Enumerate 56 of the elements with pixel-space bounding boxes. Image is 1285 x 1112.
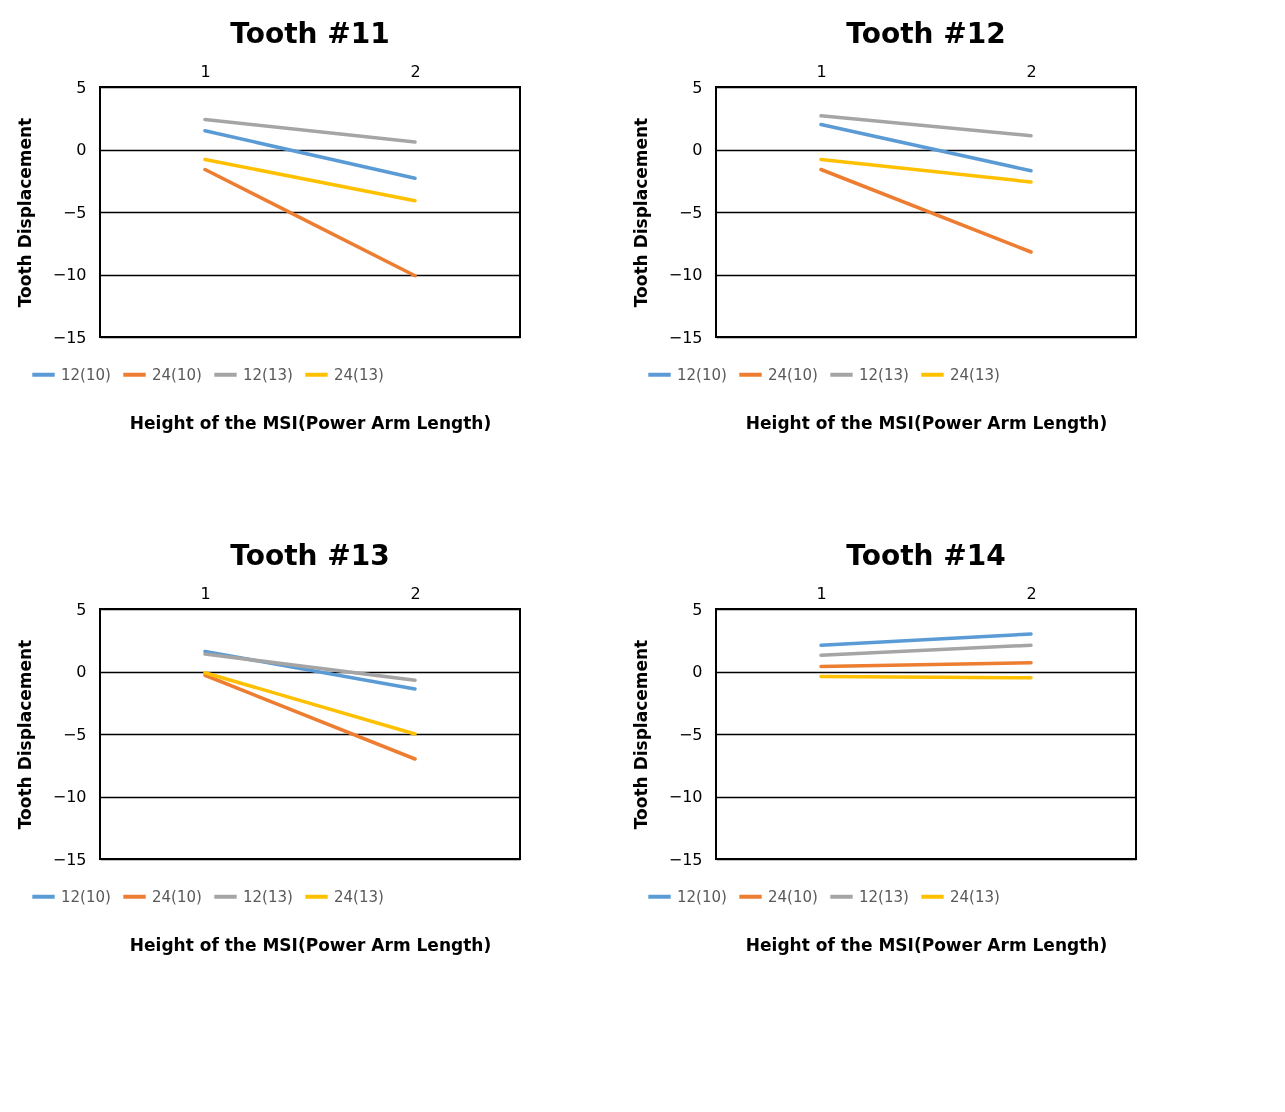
legend-label: 12(13)	[243, 887, 293, 906]
y-tick-label: 5	[76, 77, 87, 97]
legend-label: 12(13)	[859, 887, 909, 906]
x-tick-label: 1	[816, 61, 827, 81]
y-tick-label: 0	[76, 140, 87, 159]
x-tick-label: 1	[816, 583, 827, 603]
legend-label: 24(13)	[334, 887, 384, 906]
y-tick-label: −15	[668, 327, 703, 347]
x-tick-label: 2	[1026, 583, 1037, 603]
y-axis-title: Tooth Displacement	[630, 639, 651, 830]
chart-title: Tooth #12	[846, 17, 1006, 50]
legend-label: 24(10)	[152, 365, 202, 384]
chart-title: Tooth #11	[230, 17, 390, 50]
y-tick-label: 0	[692, 140, 703, 159]
legend-label: 24(10)	[152, 887, 202, 906]
y-tick-label: −15	[668, 849, 703, 869]
y-tick-label: −5	[62, 202, 87, 222]
y-axis-title: Tooth Displacement	[14, 639, 35, 830]
chart-title: Tooth #13	[230, 539, 390, 572]
legend-label: 24(13)	[950, 365, 1000, 384]
x-tick-label: 2	[410, 583, 421, 603]
y-tick-label: −15	[52, 849, 87, 869]
legend-label: 24(10)	[768, 887, 818, 906]
y-tick-label: 5	[76, 599, 87, 619]
chart-title: Tooth #14	[846, 539, 1006, 572]
y-axis-title: Tooth Displacement	[630, 117, 651, 308]
y-tick-label: −5	[678, 724, 703, 744]
x-axis-title: Height of the MSI(Power Arm Length)	[129, 934, 492, 955]
y-tick-label: −10	[668, 265, 703, 284]
y-tick-label: 0	[76, 662, 87, 681]
y-tick-label: −10	[52, 265, 87, 284]
y-tick-label: 0	[692, 662, 703, 681]
y-tick-label: −5	[678, 202, 703, 222]
x-axis-title: Height of the MSI(Power Arm Length)	[745, 934, 1108, 955]
legend-label: 12(10)	[677, 887, 727, 906]
y-tick-label: −5	[62, 724, 87, 744]
x-tick-label: 1	[200, 583, 211, 603]
x-tick-label: 2	[410, 61, 421, 81]
y-axis-title: Tooth Displacement	[14, 117, 35, 308]
legend-label: 24(13)	[334, 365, 384, 384]
legend-label: 12(10)	[61, 365, 111, 384]
y-tick-label: −10	[52, 787, 87, 806]
y-tick-label: 5	[692, 599, 703, 619]
y-tick-label: −10	[668, 787, 703, 806]
x-tick-label: 2	[1026, 61, 1037, 81]
legend-label: 24(13)	[950, 887, 1000, 906]
y-tick-label: −15	[52, 327, 87, 347]
y-tick-label: 5	[692, 77, 703, 97]
x-axis-title: Height of the MSI(Power Arm Length)	[745, 412, 1108, 433]
legend-label: 12(13)	[859, 365, 909, 384]
legend-label: 12(10)	[61, 887, 111, 906]
legend-label: 12(10)	[677, 365, 727, 384]
x-axis-title: Height of the MSI(Power Arm Length)	[129, 412, 492, 433]
legend-label: 12(13)	[243, 365, 293, 384]
x-tick-label: 1	[200, 61, 211, 81]
legend-label: 24(10)	[768, 365, 818, 384]
